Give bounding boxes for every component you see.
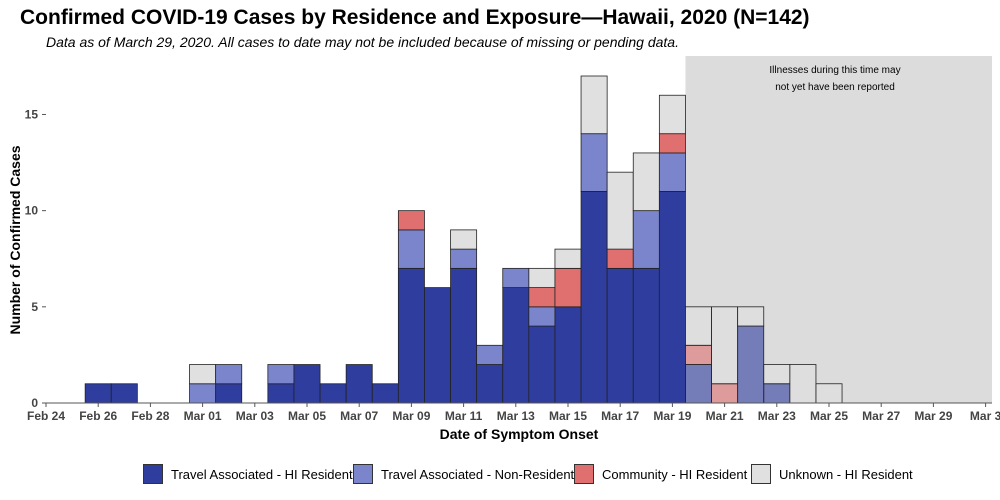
bar-segment bbox=[450, 267, 478, 404]
legend-label: Travel Associated - HI Resident bbox=[171, 466, 353, 482]
bar-segment bbox=[267, 383, 295, 404]
bar-segment bbox=[554, 248, 582, 269]
annotation-line-2: not yet have been reported bbox=[775, 82, 895, 93]
bar-segment bbox=[711, 383, 739, 404]
bar-segment bbox=[632, 267, 660, 404]
x-tick-label: Mar 21 bbox=[706, 409, 744, 423]
x-axis-label: Date of Symptom Onset bbox=[440, 426, 599, 442]
bar-segment bbox=[763, 364, 791, 385]
y-axis-label: Number of Confirmed Cases bbox=[7, 145, 23, 334]
legend-item: Travel Associated - Non-Resident bbox=[353, 463, 574, 485]
legend-label: Travel Associated - Non-Resident bbox=[381, 466, 575, 482]
x-tick-label: Feb 24 bbox=[27, 409, 65, 423]
legend-swatch bbox=[574, 464, 594, 484]
bar-segment bbox=[424, 287, 451, 404]
x-tick-label: Mar 05 bbox=[288, 409, 326, 423]
bar-segment bbox=[606, 248, 634, 269]
bar-segment bbox=[528, 306, 556, 327]
bar-segment bbox=[632, 152, 660, 212]
chart-title: Confirmed COVID-19 Cases by Residence an… bbox=[20, 6, 810, 29]
x-tick-label: Mar 3 bbox=[970, 409, 1000, 423]
bar-segment bbox=[658, 152, 686, 192]
bar-segment bbox=[606, 267, 634, 404]
legend-swatch bbox=[751, 464, 771, 484]
bar-segment bbox=[685, 306, 712, 346]
bar-segment bbox=[554, 306, 582, 404]
x-tick-label: Mar 07 bbox=[340, 409, 378, 423]
bar-segment bbox=[737, 306, 765, 327]
bar-segment bbox=[267, 364, 295, 385]
x-tick-label: Mar 25 bbox=[810, 409, 848, 423]
bar-segment bbox=[737, 325, 765, 404]
bar-segment bbox=[189, 383, 217, 404]
bar-segment bbox=[685, 344, 712, 365]
x-tick-label: Feb 28 bbox=[131, 409, 169, 423]
annotation-line-1: Illnesses during this time may bbox=[769, 65, 900, 76]
y-tick-label: 5 bbox=[31, 300, 38, 314]
bar-segment bbox=[345, 364, 373, 404]
bar-segment bbox=[789, 364, 817, 404]
chart-subtitle: Data as of March 29, 2020. All cases to … bbox=[46, 34, 679, 50]
x-tick-label: Mar 15 bbox=[549, 409, 587, 423]
bar-segment bbox=[450, 229, 478, 250]
bar-segment bbox=[658, 133, 686, 154]
bar-segment bbox=[658, 94, 686, 135]
bar-segment bbox=[580, 75, 608, 135]
x-tick-label: Mar 29 bbox=[914, 409, 952, 423]
bar-segment bbox=[215, 364, 243, 385]
bar-segment bbox=[215, 383, 243, 404]
bar-segment bbox=[685, 364, 712, 404]
bar-segment bbox=[580, 133, 608, 192]
x-tick-label: Mar 11 bbox=[445, 409, 483, 423]
x-tick-label: Mar 09 bbox=[392, 409, 430, 423]
y-tick-label: 15 bbox=[25, 107, 39, 121]
legend-label: Community - HI Resident bbox=[602, 466, 748, 482]
bar-segment bbox=[84, 383, 112, 404]
bar-segment bbox=[632, 210, 660, 269]
legend-swatch bbox=[143, 464, 163, 484]
x-tick-label: Mar 01 bbox=[184, 409, 222, 423]
bar-segment bbox=[189, 364, 217, 385]
x-tick-label: Mar 17 bbox=[601, 409, 639, 423]
legend-item: Unknown - HI Resident bbox=[751, 463, 913, 485]
x-tick-label: Feb 26 bbox=[79, 409, 117, 423]
bar-segment bbox=[554, 267, 582, 308]
bar-segment bbox=[528, 267, 556, 288]
bar-segment bbox=[502, 287, 530, 404]
chart-plot: 0 5 10 15 Feb 24 Feb 26 Feb 28 Mar 01 Mar 03 Mar … bbox=[7, 56, 1000, 442]
bar-segment bbox=[450, 248, 478, 269]
x-tick-label: Mar 27 bbox=[862, 409, 900, 423]
x-tick-label: Mar 19 bbox=[653, 409, 691, 423]
x-tick-label: Mar 23 bbox=[758, 409, 796, 423]
y-tick-label: 0 bbox=[31, 396, 38, 410]
bar-segment bbox=[476, 364, 504, 404]
legend-label: Unknown - HI Resident bbox=[779, 466, 913, 482]
bar-segment bbox=[815, 383, 843, 404]
legend-swatch bbox=[353, 464, 373, 484]
bar-segment bbox=[293, 364, 321, 404]
bar-segment bbox=[397, 229, 425, 269]
x-tick-label: Mar 03 bbox=[236, 409, 274, 423]
bar-segment bbox=[711, 306, 739, 385]
legend-item: Travel Associated - HI Resident bbox=[143, 463, 353, 485]
bar-segment bbox=[606, 171, 634, 250]
bar-segment bbox=[580, 191, 608, 404]
legend-item: Community - HI Resident bbox=[574, 463, 747, 485]
bar-segment bbox=[763, 383, 791, 404]
bar-segment bbox=[658, 191, 686, 404]
bar-segment bbox=[528, 325, 556, 404]
bar-segment bbox=[110, 383, 138, 404]
bar-segment bbox=[502, 267, 530, 288]
bar-segment bbox=[397, 267, 425, 404]
bar-segment bbox=[319, 383, 347, 404]
bar-segment bbox=[397, 210, 425, 231]
y-tick-label: 10 bbox=[25, 204, 39, 218]
bar-segment bbox=[528, 287, 556, 308]
bar-segment bbox=[476, 344, 504, 365]
x-tick-label: Mar 13 bbox=[497, 409, 535, 423]
chart-legend: Travel Associated - HI Resident Travel As… bbox=[0, 463, 1000, 485]
bar-segment bbox=[371, 383, 399, 404]
